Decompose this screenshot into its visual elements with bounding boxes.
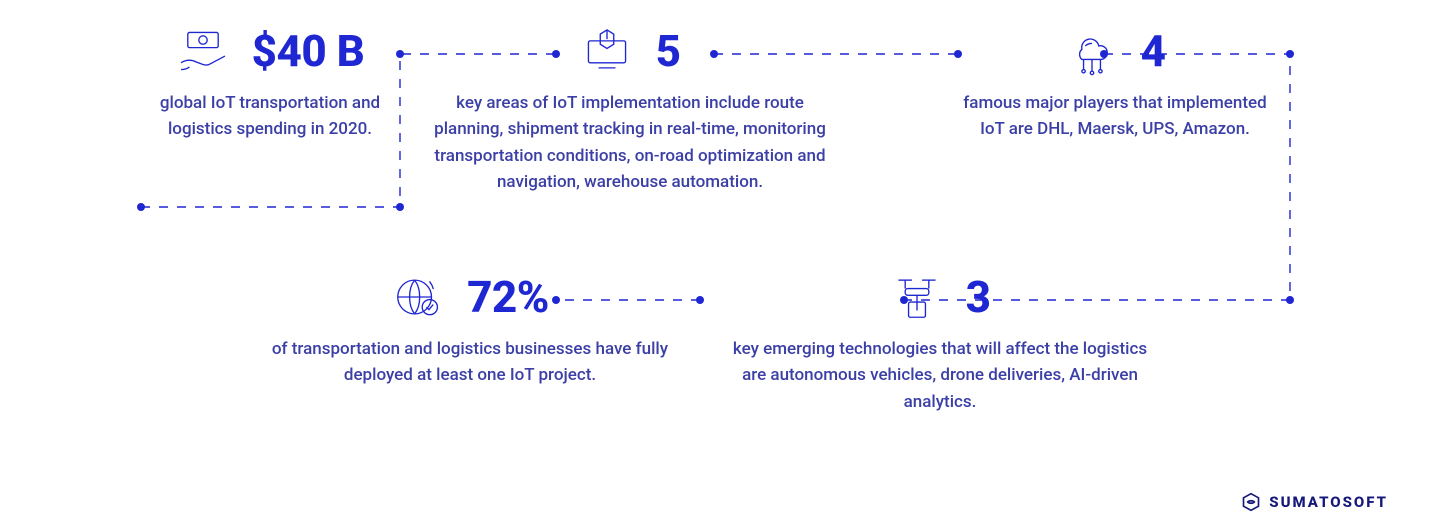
- stat-card-spending: $40 B global IoT transportation and logi…: [140, 24, 400, 143]
- stat-desc: of transportation and logistics business…: [260, 336, 680, 389]
- stat-card-areas: 5 key areas of IoT implementation includ…: [420, 24, 840, 195]
- cloud-iot-icon: [1065, 24, 1119, 78]
- drone-box-icon: [890, 270, 944, 324]
- globe-check-icon: [391, 270, 445, 324]
- money-hand-icon: [176, 24, 230, 78]
- infographic-canvas: $40 B global IoT transportation and logi…: [0, 0, 1440, 532]
- stat-card-emerging: 3 key emerging technologies that will af…: [730, 270, 1150, 415]
- stat-desc: key areas of IoT implementation include …: [420, 90, 840, 195]
- shipment-monitor-icon: [580, 24, 634, 78]
- brand-label: SUMATOSOFT: [1269, 493, 1388, 511]
- stat-card-players: 4 famous major players that implemented …: [960, 24, 1270, 143]
- stat-number: 4: [1141, 29, 1166, 73]
- stat-card-deployed: 72% of transportation and logistics busi…: [260, 270, 680, 389]
- stat-desc: key emerging technologies that will affe…: [730, 336, 1150, 415]
- brand-mark: SUMATOSOFT: [1241, 492, 1388, 512]
- stat-number: $40 B: [252, 29, 365, 73]
- brand-logo-icon: [1241, 492, 1261, 512]
- stat-number: 3: [966, 275, 991, 319]
- stat-number: 5: [656, 29, 681, 73]
- stat-number: 72%: [467, 275, 549, 319]
- stat-desc: famous major players that implemented Io…: [960, 90, 1270, 143]
- stat-desc: global IoT transportation and logistics …: [140, 90, 400, 143]
